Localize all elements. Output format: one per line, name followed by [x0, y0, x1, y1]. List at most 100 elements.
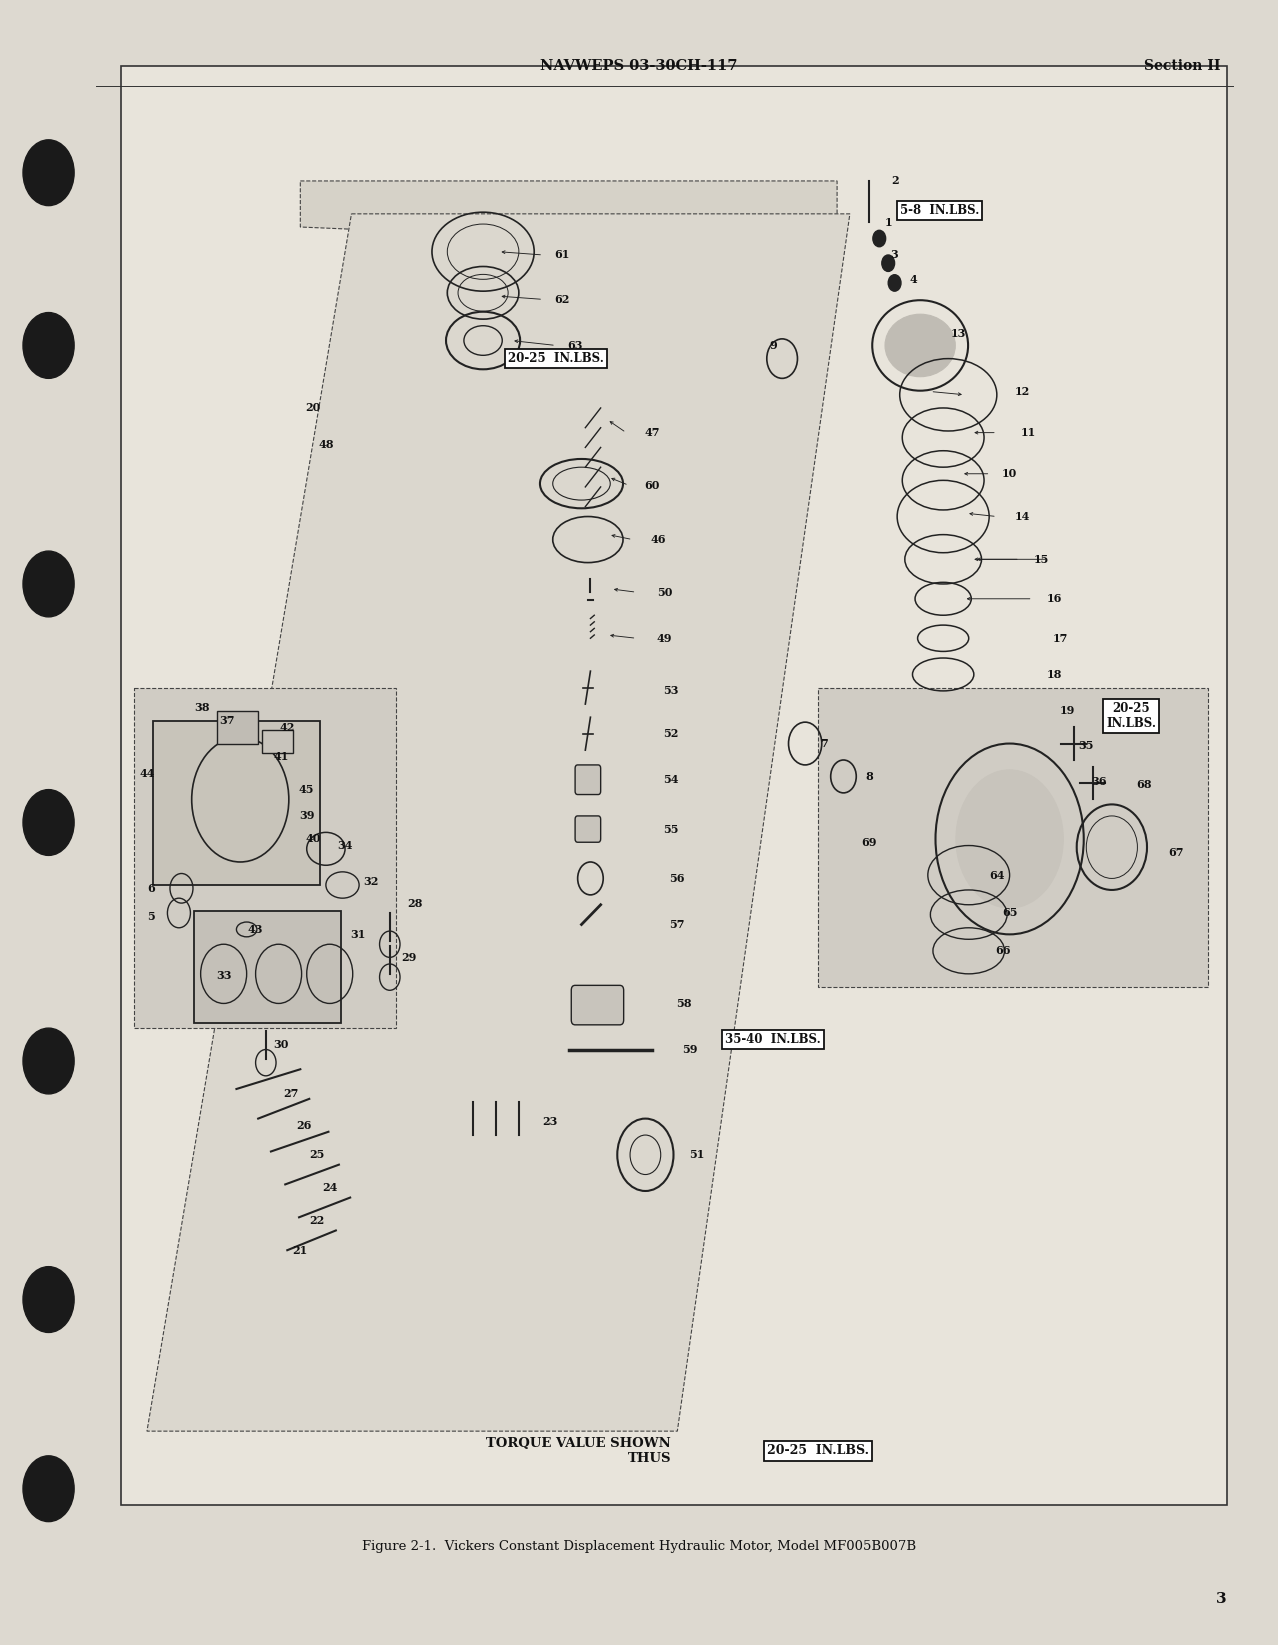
Text: 44: 44 [139, 768, 155, 778]
Text: 25: 25 [309, 1150, 325, 1160]
Text: 8: 8 [865, 772, 873, 781]
Text: 17: 17 [1053, 633, 1068, 643]
Circle shape [23, 790, 74, 855]
Text: 42: 42 [280, 722, 295, 732]
Text: Figure 2-1.  Vickers Constant Displacement Hydraulic Motor, Model MF005B007B: Figure 2-1. Vickers Constant Displacemen… [362, 1540, 916, 1553]
Text: 27: 27 [284, 1089, 299, 1099]
Text: 54: 54 [663, 775, 679, 785]
Text: 58: 58 [676, 999, 691, 1008]
Text: NAVWEPS 03-30CH-117: NAVWEPS 03-30CH-117 [541, 59, 737, 72]
Circle shape [873, 230, 886, 247]
FancyBboxPatch shape [194, 911, 341, 1023]
Text: 66: 66 [996, 946, 1011, 956]
Text: Section II: Section II [1144, 59, 1220, 72]
Text: 14: 14 [1015, 512, 1030, 521]
Text: 1: 1 [884, 217, 892, 227]
Text: 24: 24 [322, 1183, 337, 1193]
Text: 52: 52 [663, 729, 679, 739]
Text: 21: 21 [293, 1245, 308, 1255]
Text: 64: 64 [989, 870, 1005, 880]
Text: 35-40  IN.LBS.: 35-40 IN.LBS. [726, 1033, 820, 1046]
Polygon shape [300, 181, 837, 250]
Text: 6: 6 [147, 883, 155, 893]
Text: 69: 69 [861, 837, 877, 847]
Text: 30: 30 [273, 1040, 289, 1050]
Text: 38: 38 [194, 702, 210, 712]
Text: 4: 4 [910, 275, 918, 285]
Text: 37: 37 [220, 716, 235, 725]
Text: 36: 36 [1091, 776, 1107, 786]
Text: 3: 3 [891, 250, 898, 260]
Text: 47: 47 [644, 428, 659, 438]
Text: 22: 22 [309, 1216, 325, 1226]
Text: 28: 28 [408, 898, 423, 908]
FancyBboxPatch shape [121, 66, 1227, 1505]
Circle shape [956, 770, 1063, 908]
Circle shape [23, 313, 74, 378]
Text: TORQUE VALUE SHOWN
THUS: TORQUE VALUE SHOWN THUS [486, 1436, 671, 1466]
Text: 59: 59 [682, 1045, 698, 1054]
Text: 40: 40 [305, 834, 321, 844]
Polygon shape [147, 214, 850, 1431]
Circle shape [23, 551, 74, 617]
Text: 20-25  IN.LBS.: 20-25 IN.LBS. [507, 352, 604, 365]
Text: 10: 10 [1002, 469, 1017, 479]
Text: 57: 57 [670, 920, 685, 929]
Circle shape [23, 140, 74, 206]
Text: 26: 26 [296, 1120, 312, 1130]
Text: 63: 63 [567, 341, 583, 350]
Text: 7: 7 [820, 739, 828, 748]
Text: 23: 23 [542, 1117, 557, 1127]
Circle shape [23, 1456, 74, 1522]
Circle shape [882, 255, 895, 271]
Text: 46: 46 [651, 535, 666, 544]
Text: 49: 49 [657, 633, 672, 643]
Text: 65: 65 [1002, 908, 1017, 918]
Text: 12: 12 [1015, 387, 1030, 396]
Text: 5: 5 [147, 911, 155, 921]
Text: 29: 29 [401, 952, 417, 962]
Text: 32: 32 [363, 877, 378, 887]
Text: 60: 60 [644, 480, 659, 490]
Polygon shape [134, 688, 396, 1028]
FancyBboxPatch shape [575, 765, 601, 795]
Text: 56: 56 [670, 873, 685, 883]
Text: 33: 33 [216, 971, 231, 980]
Text: 16: 16 [1047, 594, 1062, 604]
Text: 41: 41 [273, 752, 289, 762]
Text: 67: 67 [1168, 847, 1183, 857]
Text: 39: 39 [299, 811, 314, 821]
Text: 11: 11 [1021, 428, 1036, 438]
Text: 55: 55 [663, 824, 679, 834]
Text: 34: 34 [337, 841, 353, 850]
Text: 31: 31 [350, 929, 366, 939]
Text: 43: 43 [248, 924, 263, 934]
Circle shape [23, 1267, 74, 1332]
Text: 61: 61 [555, 250, 570, 260]
Text: 45: 45 [299, 785, 314, 795]
Text: 5-8  IN.LBS.: 5-8 IN.LBS. [900, 204, 979, 217]
Text: 15: 15 [1034, 554, 1049, 564]
Text: 62: 62 [555, 294, 570, 304]
Text: 51: 51 [689, 1150, 704, 1160]
Text: 20: 20 [305, 403, 321, 413]
Text: 2: 2 [891, 176, 898, 186]
FancyBboxPatch shape [262, 730, 293, 753]
Text: 9: 9 [769, 341, 777, 350]
Text: 53: 53 [663, 686, 679, 696]
Circle shape [23, 1028, 74, 1094]
Polygon shape [818, 688, 1208, 987]
Text: 13: 13 [951, 329, 966, 339]
Text: 20-25
IN.LBS.: 20-25 IN.LBS. [1105, 701, 1157, 730]
Text: 20-25  IN.LBS.: 20-25 IN.LBS. [767, 1444, 869, 1457]
FancyBboxPatch shape [153, 721, 320, 885]
Text: 50: 50 [657, 587, 672, 597]
Ellipse shape [884, 314, 955, 377]
FancyBboxPatch shape [571, 985, 624, 1025]
Text: 35: 35 [1079, 740, 1094, 750]
Text: 18: 18 [1047, 670, 1062, 679]
Circle shape [888, 275, 901, 291]
Text: 3: 3 [1217, 1592, 1227, 1606]
FancyBboxPatch shape [217, 711, 258, 744]
Text: 68: 68 [1136, 780, 1151, 790]
